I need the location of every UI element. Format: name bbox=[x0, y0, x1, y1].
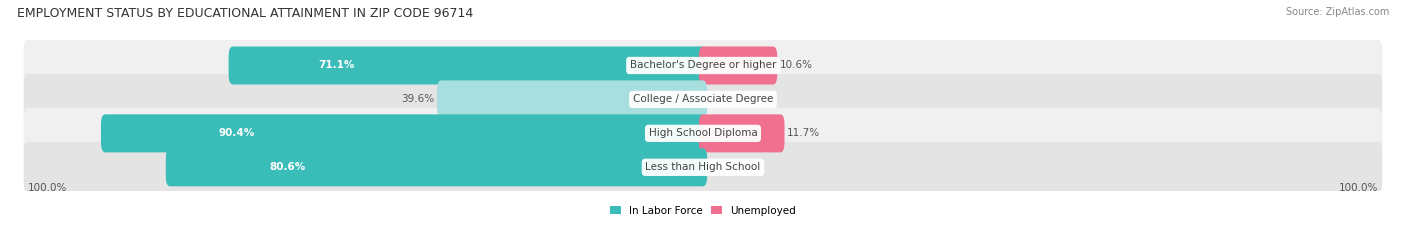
FancyBboxPatch shape bbox=[437, 80, 707, 118]
Text: 11.7%: 11.7% bbox=[787, 128, 820, 138]
Text: Source: ZipAtlas.com: Source: ZipAtlas.com bbox=[1285, 7, 1389, 17]
FancyBboxPatch shape bbox=[24, 40, 1382, 91]
Text: EMPLOYMENT STATUS BY EDUCATIONAL ATTAINMENT IN ZIP CODE 96714: EMPLOYMENT STATUS BY EDUCATIONAL ATTAINM… bbox=[17, 7, 474, 20]
Text: College / Associate Degree: College / Associate Degree bbox=[633, 94, 773, 104]
Text: 100.0%: 100.0% bbox=[1339, 183, 1378, 193]
Text: Less than High School: Less than High School bbox=[645, 162, 761, 172]
FancyBboxPatch shape bbox=[24, 74, 1382, 125]
Text: High School Diploma: High School Diploma bbox=[648, 128, 758, 138]
FancyBboxPatch shape bbox=[24, 108, 1382, 159]
FancyBboxPatch shape bbox=[229, 47, 707, 85]
Text: 90.4%: 90.4% bbox=[218, 128, 254, 138]
Legend: In Labor Force, Unemployed: In Labor Force, Unemployed bbox=[606, 202, 800, 220]
FancyBboxPatch shape bbox=[101, 114, 707, 152]
Text: 100.0%: 100.0% bbox=[28, 183, 67, 193]
FancyBboxPatch shape bbox=[166, 148, 707, 186]
Text: 39.6%: 39.6% bbox=[401, 94, 434, 104]
Text: 0.0%: 0.0% bbox=[724, 94, 749, 104]
Text: 0.0%: 0.0% bbox=[724, 162, 749, 172]
Text: 80.6%: 80.6% bbox=[269, 162, 305, 172]
Text: 10.6%: 10.6% bbox=[780, 61, 813, 71]
FancyBboxPatch shape bbox=[699, 47, 778, 85]
Text: Bachelor's Degree or higher: Bachelor's Degree or higher bbox=[630, 61, 776, 71]
FancyBboxPatch shape bbox=[24, 142, 1382, 193]
FancyBboxPatch shape bbox=[699, 114, 785, 152]
Text: 71.1%: 71.1% bbox=[318, 61, 354, 71]
